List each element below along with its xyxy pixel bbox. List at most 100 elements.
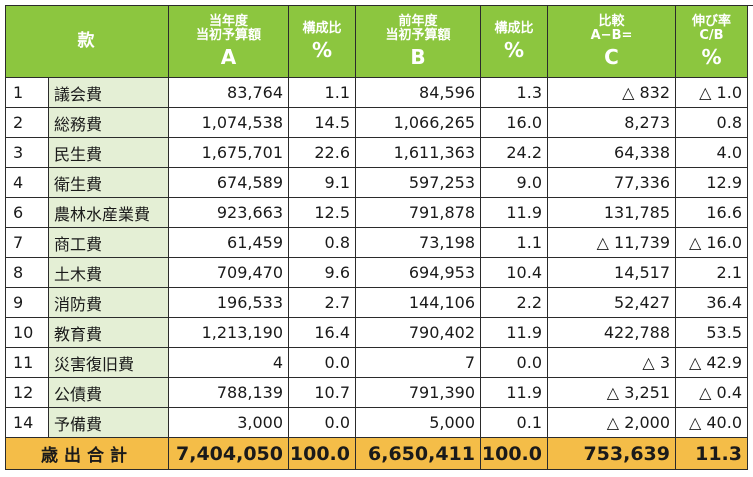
row-number: 6 <box>5 197 49 228</box>
header-ratio-current-unit: % <box>311 37 333 62</box>
row-ratio-prev: 11.9 <box>480 317 548 348</box>
row-growth-rate: △ 40.0 <box>675 407 748 438</box>
table-row: 11 災害復旧費 4 0.0 7 0.0 △ 3 △ 42.9 <box>5 347 748 378</box>
header-ratio-prev-unit: % <box>503 37 525 62</box>
row-category-name: 消防費 <box>48 287 169 318</box>
row-prev-budget: 7 <box>355 347 481 378</box>
row-current-budget: 196,533 <box>168 287 289 318</box>
row-category-name: 土木費 <box>48 257 169 288</box>
row-current-budget: 923,663 <box>168 197 289 228</box>
row-prev-budget: 791,390 <box>355 377 481 408</box>
row-comparison: 131,785 <box>547 197 676 228</box>
row-ratio-prev: 11.9 <box>480 197 548 228</box>
row-growth-rate: △ 16.0 <box>675 227 748 258</box>
row-comparison: 64,338 <box>547 137 676 168</box>
row-number: 9 <box>5 287 49 318</box>
total-comparison: 753,639 <box>547 437 676 470</box>
row-ratio-current: 22.6 <box>288 137 356 168</box>
table-row: 1 議会費 83,764 1.1 84,596 1.3 △ 832 △ 1.0 <box>5 77 748 108</box>
row-number: 10 <box>5 317 49 348</box>
header-ratio-current-label: 構成比 <box>302 21 342 37</box>
row-category-name: 総務費 <box>48 107 169 138</box>
row-ratio-prev: 0.1 <box>480 407 548 438</box>
table-row: 12 公債費 788,139 10.7 791,390 11.9 △ 3,251 △ 0.4 <box>5 377 748 408</box>
header-kan: 款 <box>5 5 169 78</box>
row-prev-budget: 84,596 <box>355 77 481 108</box>
row-category-name: 議会費 <box>48 77 169 108</box>
expenditure-budget-table: 款 当年度 当初予算額 A 構成比 % 前年度 当初予算額 B 構成比 % 比較… <box>5 5 748 470</box>
row-comparison: 77,336 <box>547 167 676 198</box>
row-comparison: △ 11,739 <box>547 227 676 258</box>
row-ratio-current: 0.0 <box>288 347 356 378</box>
row-number: 4 <box>5 167 49 198</box>
row-ratio-current: 12.5 <box>288 197 356 228</box>
row-comparison: △ 832 <box>547 77 676 108</box>
row-ratio-current: 14.5 <box>288 107 356 138</box>
header-current-budget-label: 当年度 当初予算額 <box>195 14 261 43</box>
row-number: 3 <box>5 137 49 168</box>
table-body: 1 議会費 83,764 1.1 84,596 1.3 △ 832 △ 1.0 2 総務費 1,07… <box>5 77 748 438</box>
row-prev-budget: 144,106 <box>355 287 481 318</box>
table-row: 10 教育費 1,213,190 16.4 790,402 11.9 422,788 53.5 <box>5 317 748 348</box>
table-row: 6 農林水産業費 923,663 12.5 791,878 11.9 131,785 16.6 <box>5 197 748 228</box>
row-growth-rate: △ 1.0 <box>675 77 748 108</box>
row-category-name: 商工費 <box>48 227 169 258</box>
row-prev-budget: 597,253 <box>355 167 481 198</box>
row-prev-budget: 790,402 <box>355 317 481 348</box>
total-ratio-current: 100.0 <box>288 437 356 470</box>
row-category-name: 教育費 <box>48 317 169 348</box>
row-ratio-current: 2.7 <box>288 287 356 318</box>
row-growth-rate: 36.4 <box>675 287 748 318</box>
header-growth-rate: 伸び率 C/B % <box>675 5 748 78</box>
header-prev-budget-letter: B <box>410 44 426 69</box>
total-ratio-prev: 100.0 <box>480 437 548 470</box>
row-current-budget: 674,589 <box>168 167 289 198</box>
budget-table-container: 款 当年度 当初予算額 A 構成比 % 前年度 当初予算額 B 構成比 % 比較… <box>5 5 748 470</box>
row-number: 1 <box>5 77 49 108</box>
row-ratio-prev: 10.4 <box>480 257 548 288</box>
total-row: 歳出合計 7,404,050 100.0 6,650,411 100.0 753… <box>5 437 748 470</box>
table-row: 4 衛生費 674,589 9.1 597,253 9.0 77,336 12.9 <box>5 167 748 198</box>
row-prev-budget: 694,953 <box>355 257 481 288</box>
row-current-budget: 1,213,190 <box>168 317 289 348</box>
row-comparison: △ 2,000 <box>547 407 676 438</box>
row-category-name: 衛生費 <box>48 167 169 198</box>
table-row: 7 商工費 61,459 0.8 73,198 1.1 △ 11,739 △ 16.0 <box>5 227 748 258</box>
row-number: 14 <box>5 407 49 438</box>
row-ratio-current: 0.8 <box>288 227 356 258</box>
row-prev-budget: 73,198 <box>355 227 481 258</box>
row-ratio-current: 9.6 <box>288 257 356 288</box>
row-ratio-prev: 24.2 <box>480 137 548 168</box>
header-ratio-current: 構成比 % <box>288 5 356 78</box>
row-category-name: 災害復旧費 <box>48 347 169 378</box>
row-comparison: △ 3,251 <box>547 377 676 408</box>
table-row: 8 土木費 709,470 9.6 694,953 10.4 14,517 2.1 <box>5 257 748 288</box>
header-row: 款 当年度 当初予算額 A 構成比 % 前年度 当初予算額 B 構成比 % 比較… <box>5 5 748 78</box>
row-current-budget: 61,459 <box>168 227 289 258</box>
row-comparison: 8,273 <box>547 107 676 138</box>
row-number: 2 <box>5 107 49 138</box>
header-ratio-prev: 構成比 % <box>480 5 548 78</box>
row-ratio-prev: 16.0 <box>480 107 548 138</box>
header-current-budget-letter: A <box>220 44 237 69</box>
row-ratio-prev: 1.1 <box>480 227 548 258</box>
row-category-name: 農林水産業費 <box>48 197 169 228</box>
row-current-budget: 1,675,701 <box>168 137 289 168</box>
row-ratio-current: 0.0 <box>288 407 356 438</box>
row-ratio-prev: 9.0 <box>480 167 548 198</box>
row-comparison: 14,517 <box>547 257 676 288</box>
row-category-name: 民生費 <box>48 137 169 168</box>
row-ratio-prev: 0.0 <box>480 347 548 378</box>
row-category-name: 公債費 <box>48 377 169 408</box>
row-ratio-current: 9.1 <box>288 167 356 198</box>
table-row: 2 総務費 1,074,538 14.5 1,066,265 16.0 8,273 0.8 <box>5 107 748 138</box>
row-growth-rate: 53.5 <box>675 317 748 348</box>
row-number: 8 <box>5 257 49 288</box>
row-current-budget: 83,764 <box>168 77 289 108</box>
header-prev-budget-label: 前年度 当初予算額 <box>385 14 451 43</box>
row-comparison: 52,427 <box>547 287 676 318</box>
row-current-budget: 709,470 <box>168 257 289 288</box>
row-current-budget: 1,074,538 <box>168 107 289 138</box>
table-row: 14 予備費 3,000 0.0 5,000 0.1 △ 2,000 △ 40.0 <box>5 407 748 438</box>
total-prev-budget: 6,650,411 <box>355 437 481 470</box>
